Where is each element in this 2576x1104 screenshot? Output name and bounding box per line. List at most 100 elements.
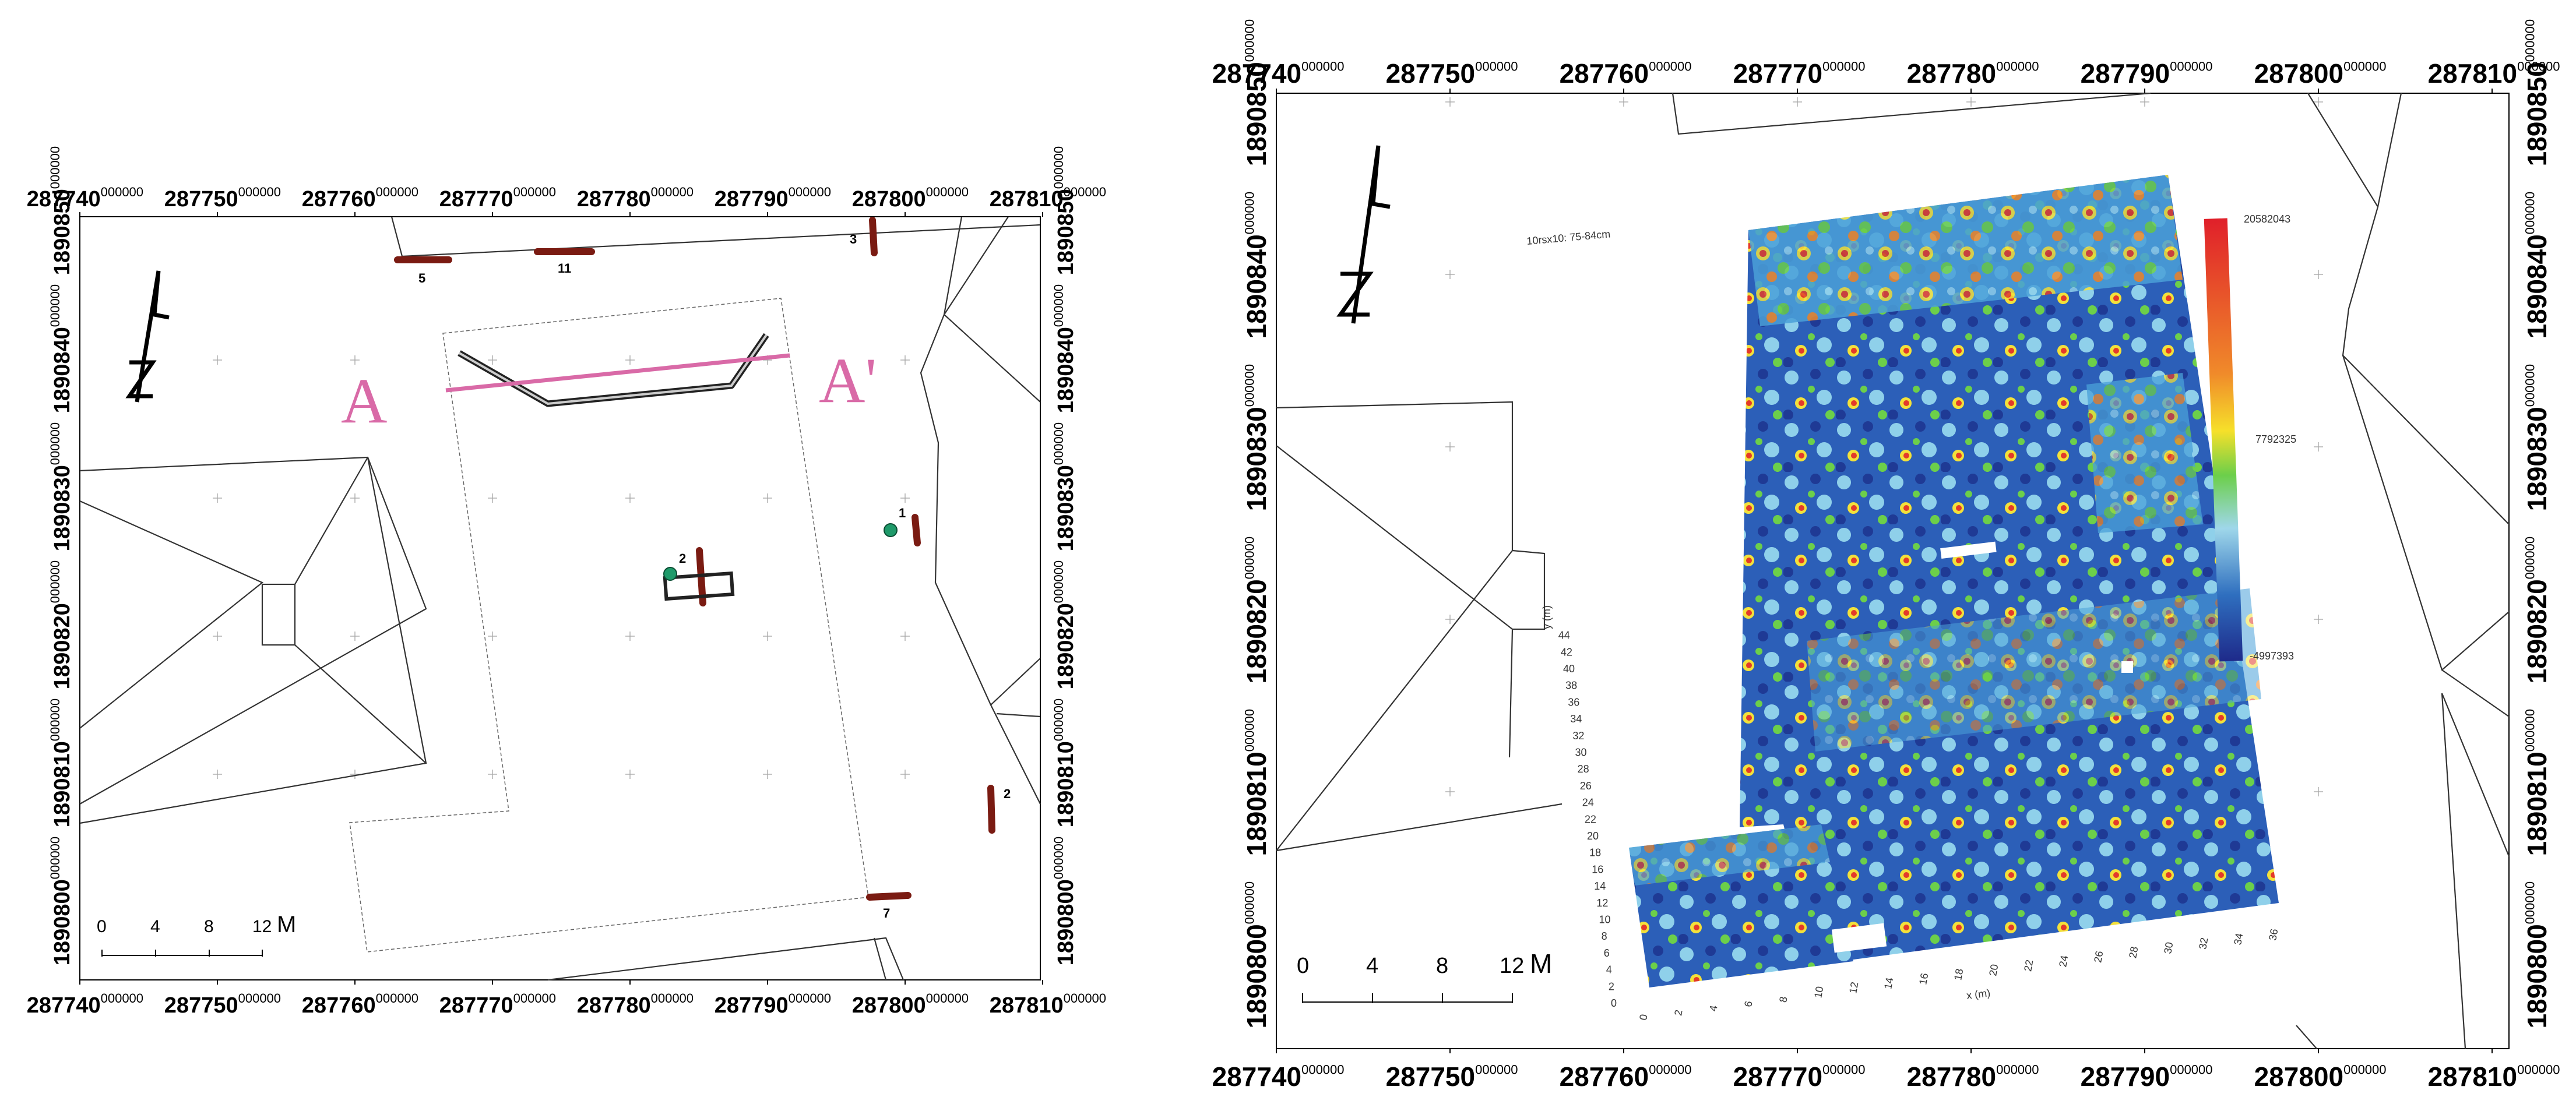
gpr-x-tick-18: 18 [1952,968,1965,981]
right-y-tick-right-1: 1890810000000 [2522,709,2552,856]
left-x-tick-bottom-2: 287760000000 [302,991,418,1018]
marker-point-1 [884,523,898,537]
left-x-tick-bottom-4: 287780000000 [577,991,694,1018]
gpr-x-tick-0: 0 [1637,1013,1649,1021]
left-x-tick-bottom-6: 287800000000 [852,991,969,1018]
gpr-y-tick-20: 20 [1587,830,1599,842]
right-x-tick-bottom-7: 287810000000 [2428,1061,2560,1092]
right-y-tick-left-0: 1890800000000 [1241,881,1272,1029]
gpr-x-tick-6: 6 [1742,1000,1754,1008]
left-x-tick-top-5: 287790000000 [715,185,831,211]
left-y-tick-right-1: 1890810000000 [1051,699,1078,827]
gpr-x-axis-label: x (m) [1966,987,1991,1001]
left-y-tick-left-5: 1890850000000 [48,146,75,275]
gpr-x-tick-20: 20 [1987,963,2000,976]
gpr-x-tick-26: 26 [2092,950,2105,964]
gpr-y-tick-30: 30 [1575,747,1587,759]
right-x-tick-bottom-1: 287750000000 [1386,1061,1518,1092]
gpr-y-tick-4: 4 [1606,964,1612,976]
left-x-axis-top: 287740000000 287750000000 287760000000 2877… [27,185,1106,217]
trench-label-3: 3 [850,232,857,246]
left-x-tick-bottom-1: 287750000000 [164,991,281,1018]
left-y-tick-left-3: 1890830000000 [48,422,75,551]
gpr-x-tick-22: 22 [2022,959,2035,972]
trench-label-1: 1 [899,506,906,520]
left-x-tick-bottom-5: 287790000000 [715,991,831,1018]
gpr-x-tick-4: 4 [1707,1004,1719,1012]
gpr-y-tick-12: 12 [1596,897,1608,909]
right-x-tick-bottom-5: 287790000000 [2081,1061,2213,1092]
gpr-x-tick-12: 12 [1847,981,1860,994]
right-scale-tick-4: 4 [1366,954,1378,978]
gpr-x-tick-14: 14 [1882,976,1895,990]
gpr-y-tick-22: 22 [1585,813,1596,825]
left-x-tick-bottom-7: 287810000000 [990,991,1106,1018]
right-x-axis-bottom: 287740000000 287750000000 287760000000 2877… [1212,1049,2560,1092]
left-site-map: 287740000000 287750000000 287760000000 2877… [27,146,1106,1018]
right-y-tick-left-3: 1890830000000 [1241,364,1272,512]
gpr-y-tick-6: 6 [1604,947,1610,959]
right-y-tick-left-2: 1890820000000 [1241,537,1272,684]
left-x-tick-top-6: 287800000000 [852,185,969,211]
right-x-tick-top-1: 287750000000 [1386,58,1518,89]
gpr-y-tick-24: 24 [1582,797,1594,809]
right-site-map: 287740000000 287750000000 287760000000 2877… [1212,19,2560,1092]
gpr-y-axis-label: y (m) [1541,605,1553,629]
right-x-tick-bottom-4: 287780000000 [1907,1061,2039,1092]
left-x-tick-bottom-3: 287770000000 [439,991,556,1018]
gpr-y-tick-38: 38 [1565,680,1577,692]
gpr-x-tick-8: 8 [1777,996,1789,1003]
profile-label-a-prime: A' [819,345,877,416]
right-scale-bar: 0 4 8 12 M [1297,948,1552,1003]
right-scale-unit: M [1530,948,1552,979]
gpr-y-tick-2: 2 [1609,980,1614,992]
right-y-tick-right-4: 1890840000000 [2522,192,2552,339]
left-y-axis-left: 1890800000000 1890810000000 1890820000000 1… [48,146,75,965]
gpr-x-tick-10: 10 [1812,985,1825,999]
trench-label-2: 2 [1004,786,1011,801]
gpr-x-tick-32: 32 [2197,937,2210,950]
right-y-tick-right-2: 1890820000000 [2522,537,2552,684]
gpr-y-tick-0: 0 [1611,997,1617,1009]
gpr-y-tick-26: 26 [1580,780,1592,792]
colorbar-mid-label: 7792325 [2255,433,2296,445]
right-y-axis-right: 1890800000000 1890810000000 1890820000000 1… [2522,19,2552,1029]
trench-label-11: 11 [558,261,571,276]
left-x-tick-top-4: 287780000000 [577,185,694,211]
right-north-arrow-icon [1336,145,1391,324]
right-y-tick-left-4: 1890840000000 [1241,192,1272,339]
left-x-tick-top-7: 287810000000 [990,185,1106,211]
left-small-structure [663,571,735,601]
gpr-y-tick-28: 28 [1578,763,1589,775]
left-scale-tick-12: 12 [252,917,272,936]
right-x-axis-top: 287740000000 287750000000 287760000000 2877… [1212,58,2560,93]
right-x-tick-bottom-0: 287740000000 [1212,1061,1345,1092]
right-x-tick-top-0: 287740000000 [1212,58,1345,89]
left-scale-tick-8: 8 [204,917,214,936]
gpr-y-tick-32: 32 [1572,730,1584,742]
right-x-tick-bottom-3: 287770000000 [1733,1061,1866,1092]
right-x-tick-bottom-2: 287760000000 [1560,1061,1692,1092]
gpr-x-tick-2: 2 [1672,1009,1684,1017]
gpr-y-tick-44: 44 [1558,630,1570,641]
left-map-frame [79,216,1041,980]
left-grid-crosses [213,355,910,779]
right-x-tick-bottom-6: 287800000000 [2254,1061,2387,1092]
left-y-tick-right-4: 1890840000000 [1051,284,1078,413]
left-y-tick-left-1: 1890810000000 [48,699,75,827]
right-scale-tick-8: 8 [1436,954,1448,978]
colorbar-min-label: -4997393 [2250,650,2294,662]
right-x-tick-top-3: 287770000000 [1733,58,1866,89]
gpr-colorbar [2204,218,2243,662]
left-y-tick-right-5: 1890850000000 [1051,146,1078,275]
right-x-tick-top-7: 287810000000 [2428,58,2560,89]
gpr-y-tick-16: 16 [1592,863,1603,875]
right-y-tick-left-1: 1890810000000 [1241,709,1272,856]
gpr-x-tick-34: 34 [2232,932,2245,946]
gpr-x-tick-36: 36 [2267,928,2280,941]
right-scale-tick-0: 0 [1297,954,1309,978]
left-x-tick-bottom-0: 287740000000 [27,991,143,1018]
left-scale-unit: M [277,912,296,937]
gpr-y-tick-10: 10 [1599,914,1611,926]
